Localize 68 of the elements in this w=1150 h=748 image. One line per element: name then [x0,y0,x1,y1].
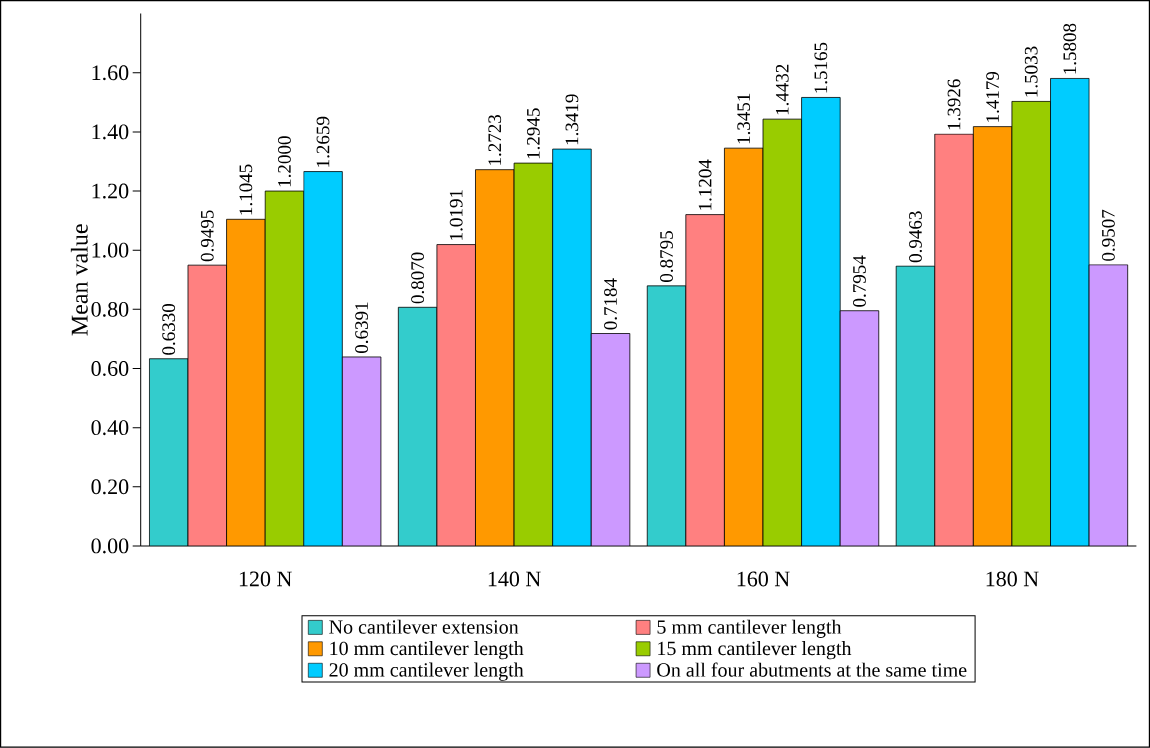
legend-label: No cantilever extension [329,619,519,634]
legend-label: On all four abutments at the same time [657,662,967,677]
data-label: 0.7184 [604,278,617,330]
y-tick-label: 0.40 [91,420,129,436]
y-tick-label: 0.80 [91,302,129,317]
bar [226,219,266,547]
bar [475,169,515,547]
y-tick-label: 1.40 [92,124,129,140]
data-label: 0.6330 [162,304,176,355]
x-tick-label: 140 N [488,571,541,587]
data-label: 0.8795 [660,231,673,283]
x-tick-label: 120 N [239,571,292,587]
bar [972,126,1013,547]
y-tick-label: 1.00 [92,242,129,258]
bar [1011,101,1051,547]
data-label: 1.3926 [947,79,961,130]
data-label: 1.1045 [239,164,253,215]
bar [265,191,304,547]
bar [763,119,802,547]
bar [1050,78,1090,547]
bar [436,244,476,547]
bar [647,286,686,547]
data-label: 0.9463 [909,211,922,263]
data-label: 1.5165 [814,42,828,93]
data-label: 1.5808 [1063,23,1077,74]
bar [149,358,188,547]
bar [895,265,936,547]
bar [398,307,437,547]
bar [724,148,764,547]
bar [934,133,974,547]
data-label: 1.3419 [565,94,579,145]
data-label: 1.2945 [526,108,540,159]
y-tick-label: 0.00 [91,538,129,554]
y-tick-label: 0.20 [91,479,129,495]
y-axis-title: Mean value [70,224,88,336]
data-label: 1.1204 [698,159,712,210]
data-label: 1.5033 [1024,46,1038,97]
bar [514,163,553,547]
data-label: 1.2659 [316,117,330,167]
data-label: 1.4179 [986,72,1000,122]
legend-label: 10 mm cantilever length [330,641,524,660]
data-label: 0.9495 [200,210,214,262]
x-tick-label: 160 N [737,571,790,587]
bar [591,333,630,547]
data-label: 1.2723 [488,115,502,165]
legend-label: 15 mm cantilever length [658,641,852,660]
data-label: 0.6391 [355,302,369,354]
bar [840,310,879,547]
x-tick-label: 180 N [986,571,1039,587]
bar [187,265,227,547]
bar [552,149,592,547]
legend-label: 20 mm cantilever length [329,662,524,681]
bar [1088,264,1129,547]
legend-label: 5 mm cantilever length [657,619,842,639]
data-label: 1.2000 [278,136,291,187]
y-tick-label: 1.20 [92,183,129,199]
data-label: 0.8070 [411,252,425,304]
data-label: 1.3451 [737,93,751,144]
data-label: 0.7954 [853,255,866,307]
bar [801,97,841,547]
bar [303,171,343,547]
y-tick-label: 0.60 [91,361,129,377]
data-label: 0.9507 [1101,209,1115,262]
bar [342,357,381,547]
data-label: 1.0191 [449,190,463,240]
bar [685,214,725,547]
data-label: 1.4432 [775,64,789,115]
y-tick-label: 1.60 [92,65,129,81]
